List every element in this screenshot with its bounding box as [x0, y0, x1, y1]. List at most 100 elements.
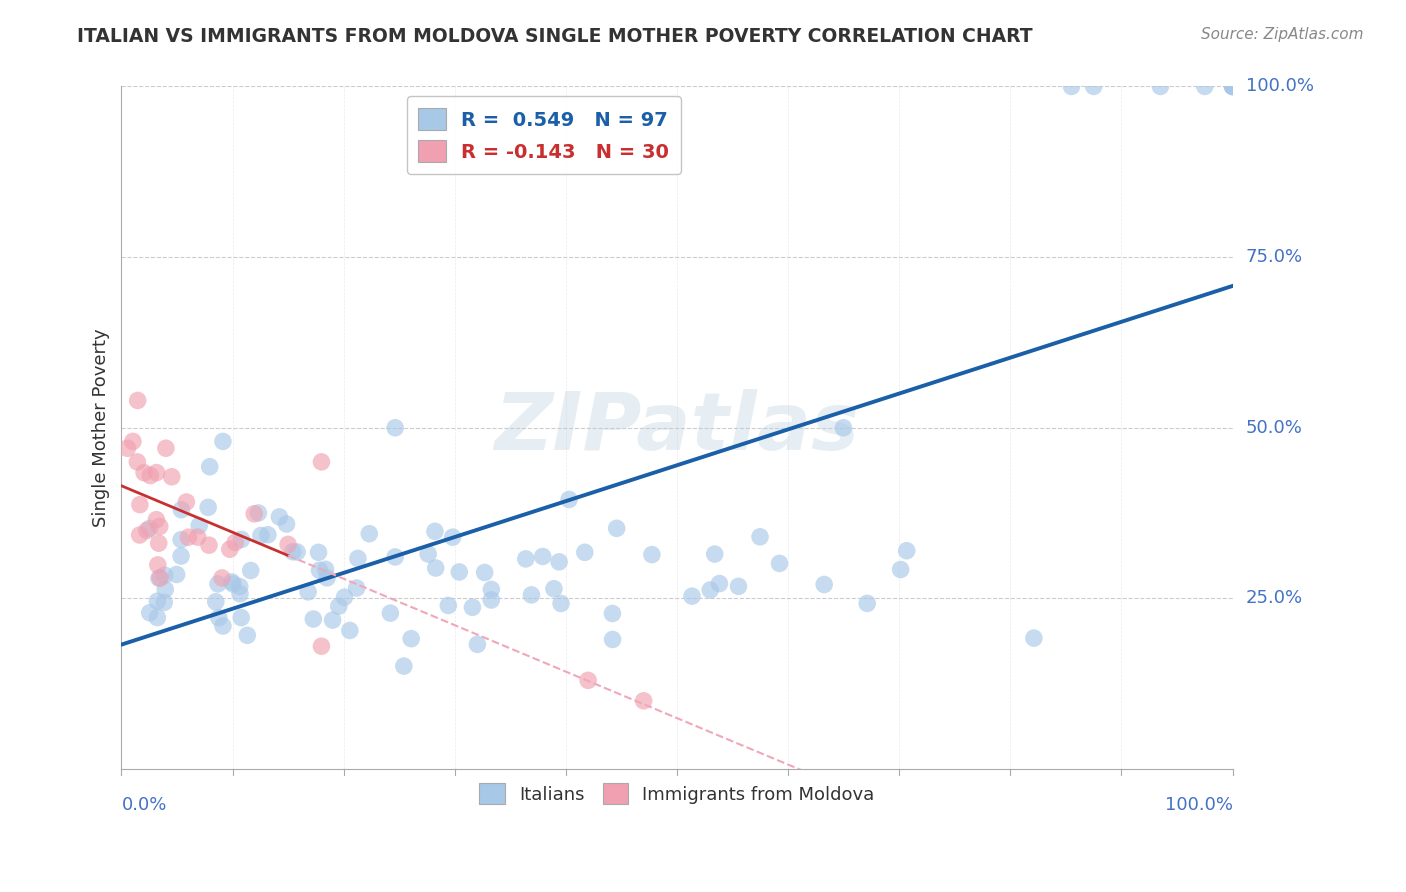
Point [1222, 79, 1244, 94]
Point [399, 632, 422, 646]
Point [139, 468, 162, 483]
Point [316, 571, 339, 585]
Point [602, 632, 624, 647]
Point [832, 421, 855, 435]
Point [543, 582, 565, 596]
Point [479, 582, 502, 597]
Point [727, 579, 749, 593]
Point [128, 498, 150, 512]
Point [170, 533, 193, 547]
Point [135, 524, 157, 538]
Point [322, 613, 344, 627]
Point [229, 580, 252, 594]
Point [281, 545, 304, 559]
Point [177, 530, 200, 544]
Point [425, 561, 447, 575]
Text: 50.0%: 50.0% [1246, 418, 1303, 437]
Point [146, 558, 169, 572]
Point [856, 596, 879, 610]
Point [285, 545, 308, 559]
Point [224, 535, 246, 549]
Point [311, 455, 333, 469]
Point [188, 518, 211, 533]
Point [170, 502, 193, 516]
Point [155, 442, 177, 456]
Point [315, 562, 337, 576]
Point [208, 610, 231, 624]
Legend: Italians, Immigrants from Moldova: Italians, Immigrants from Moldova [472, 776, 882, 811]
Point [207, 577, 229, 591]
Point [1083, 79, 1105, 94]
Point [699, 582, 721, 597]
Point [302, 612, 325, 626]
Point [308, 545, 330, 559]
Point [633, 694, 655, 708]
Point [520, 588, 543, 602]
Point [890, 562, 912, 576]
Point [384, 549, 406, 564]
Point [380, 606, 402, 620]
Point [218, 542, 240, 557]
Point [145, 466, 167, 480]
Point [198, 459, 221, 474]
Point [576, 673, 599, 688]
Point [250, 528, 273, 542]
Point [1194, 79, 1216, 94]
Point [231, 533, 253, 547]
Point [257, 527, 280, 541]
Point [308, 563, 330, 577]
Text: ITALIAN VS IMMIGRANTS FROM MOLDOVA SINGLE MOTHER POVERTY CORRELATION CHART: ITALIAN VS IMMIGRANTS FROM MOLDOVA SINGL… [77, 27, 1033, 45]
Point [461, 600, 484, 615]
Point [359, 526, 381, 541]
Point [211, 571, 233, 585]
Y-axis label: Single Mother Poverty: Single Mother Poverty [93, 328, 110, 527]
Point [333, 591, 356, 605]
Point [437, 599, 460, 613]
Point [1060, 79, 1083, 94]
Point [212, 434, 235, 449]
Point [479, 593, 502, 607]
Point [1149, 79, 1171, 94]
Point [139, 606, 162, 620]
Point [236, 628, 259, 642]
Point [681, 589, 703, 603]
Point [127, 455, 149, 469]
Point [441, 530, 464, 544]
Point [155, 582, 177, 597]
Point [515, 552, 537, 566]
Text: 100.0%: 100.0% [1246, 78, 1315, 95]
Text: 25.0%: 25.0% [1246, 590, 1303, 607]
Point [122, 434, 145, 449]
Point [138, 521, 160, 535]
Point [347, 551, 370, 566]
Point [1222, 79, 1244, 94]
Point [229, 587, 252, 601]
Point [813, 577, 835, 591]
Point [297, 584, 319, 599]
Point [392, 659, 415, 673]
Point [749, 530, 772, 544]
Point [423, 524, 446, 539]
Point [127, 393, 149, 408]
Point [146, 610, 169, 624]
Text: 100.0%: 100.0% [1164, 797, 1233, 814]
Point [145, 513, 167, 527]
Point [153, 568, 176, 582]
Point [1222, 79, 1244, 94]
Point [148, 536, 170, 550]
Point [548, 555, 571, 569]
Point [574, 545, 596, 559]
Point [418, 547, 440, 561]
Point [197, 500, 219, 515]
Point [550, 597, 572, 611]
Point [467, 637, 489, 651]
Text: 0.0%: 0.0% [121, 797, 167, 814]
Text: Source: ZipAtlas.com: Source: ZipAtlas.com [1201, 27, 1364, 42]
Point [558, 492, 581, 507]
Point [328, 599, 350, 614]
Point [204, 595, 226, 609]
Point [153, 595, 176, 609]
Point [709, 576, 731, 591]
Point [212, 619, 235, 633]
Point [221, 574, 243, 589]
